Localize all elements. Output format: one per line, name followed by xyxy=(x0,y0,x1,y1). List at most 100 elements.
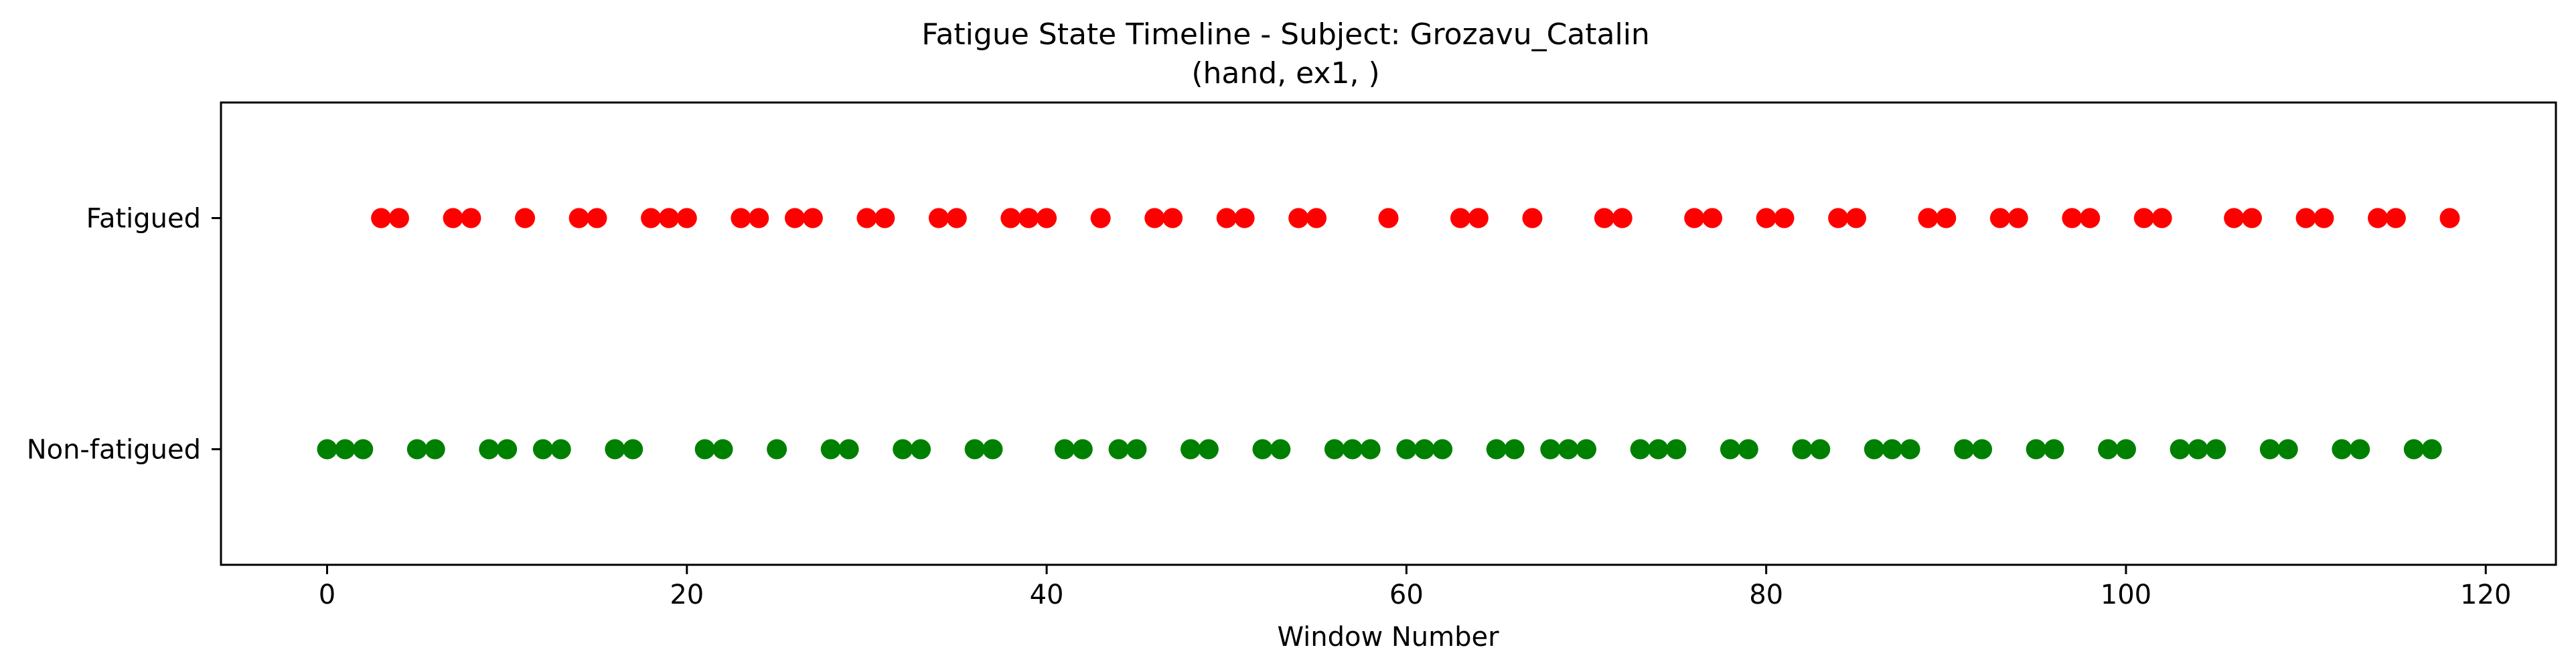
fatigued-point xyxy=(1378,208,1399,228)
non-fatigued-point xyxy=(2259,439,2280,460)
non-fatigued-point xyxy=(1576,439,1597,460)
fatigued-point xyxy=(1918,208,1939,228)
non-fatigued-point xyxy=(1540,439,1561,460)
fatigued-point xyxy=(461,208,481,228)
fatigued-point xyxy=(1756,208,1776,228)
non-fatigued-point xyxy=(1648,439,1669,460)
fatigued-point xyxy=(443,208,463,228)
non-fatigued-point xyxy=(1954,439,1975,460)
fatigued-point xyxy=(2439,208,2460,228)
non-fatigued-point xyxy=(1810,439,1831,460)
non-fatigued-point xyxy=(2277,439,2298,460)
non-fatigued-point xyxy=(1504,439,1525,460)
x-tick-label: 120 xyxy=(2460,580,2511,610)
fatigued-point xyxy=(1989,208,2010,228)
fatigued-point xyxy=(1234,208,1255,228)
non-fatigued-point xyxy=(497,439,518,460)
fatigued-point xyxy=(587,208,607,228)
non-fatigued-point xyxy=(550,439,571,460)
non-fatigued-point xyxy=(1864,439,1884,460)
fatigued-point xyxy=(2062,208,2082,228)
non-fatigued-point xyxy=(406,439,427,460)
fatigued-point xyxy=(1594,208,1614,228)
non-fatigued-point xyxy=(982,439,1003,460)
fatigued-point xyxy=(749,208,769,228)
fatigued-point xyxy=(2368,208,2389,228)
non-fatigued-point xyxy=(605,439,625,460)
fatigued-point xyxy=(1702,208,1723,228)
non-fatigued-point xyxy=(2188,439,2208,460)
non-fatigued-point xyxy=(479,439,500,460)
non-fatigued-point xyxy=(2098,439,2119,460)
non-fatigued-point xyxy=(1738,439,1758,460)
fatigued-point xyxy=(658,208,679,228)
non-fatigued-point xyxy=(2421,439,2442,460)
non-fatigued-point xyxy=(1900,439,1920,460)
chart-title: Fatigue State Timeline - Subject: Grozav… xyxy=(921,17,1650,52)
non-fatigued-point xyxy=(2026,439,2046,460)
fatigued-point xyxy=(2314,208,2334,228)
non-fatigued-point xyxy=(893,439,913,460)
fatigued-point xyxy=(946,208,967,228)
non-fatigued-point xyxy=(1270,439,1291,460)
non-fatigued-point xyxy=(1972,439,1993,460)
non-fatigued-point xyxy=(1486,439,1507,460)
x-tick-label: 20 xyxy=(670,580,704,610)
fatigued-point xyxy=(2295,208,2316,228)
fatigued-point xyxy=(1144,208,1165,228)
fatigued-point xyxy=(2224,208,2245,228)
fatigued-point xyxy=(1162,208,1183,228)
fatigued-point xyxy=(802,208,823,228)
fatigued-point xyxy=(1288,208,1309,228)
x-tick-label: 100 xyxy=(2101,580,2151,610)
non-fatigued-point xyxy=(767,439,787,460)
non-fatigued-point xyxy=(1252,439,1273,460)
non-fatigued-point xyxy=(1414,439,1435,460)
non-fatigued-point xyxy=(1432,439,1453,460)
axis-ticks: 0 20 40 60 80 100 120 Fatigued Non-fatigued xyxy=(27,204,2512,611)
fatigued-point xyxy=(2080,208,2101,228)
non-fatigued-point xyxy=(2115,439,2136,460)
non-fatigued-point xyxy=(712,439,733,460)
non-fatigued-point xyxy=(532,439,553,460)
fatigued-point xyxy=(1845,208,1866,228)
non-fatigued-point xyxy=(1720,439,1740,460)
fatigued-point xyxy=(1090,208,1111,228)
non-fatigued-point xyxy=(425,439,445,460)
fatigued-point xyxy=(641,208,662,228)
non-fatigued-point xyxy=(964,439,985,460)
fatigued-point xyxy=(2007,208,2028,228)
chart-subtitle: (hand, ex1, ) xyxy=(1191,56,1379,90)
non-fatigued-point xyxy=(353,439,374,460)
non-fatigued-point xyxy=(2170,439,2190,460)
non-fatigued-point xyxy=(1882,439,1902,460)
fatigued-point xyxy=(2385,208,2406,228)
non-fatigued-point xyxy=(1792,439,1813,460)
non-fatigued-point xyxy=(317,439,337,460)
non-fatigued-point xyxy=(2206,439,2226,460)
x-axis-label: Window Number xyxy=(1277,622,1499,653)
fatigued-point xyxy=(569,208,589,228)
non-fatigued-point xyxy=(2403,439,2424,460)
fatigued-point xyxy=(2151,208,2172,228)
non-fatigued-point xyxy=(1630,439,1651,460)
non-fatigued-point xyxy=(1324,439,1345,460)
non-fatigued-point xyxy=(820,439,841,460)
non-fatigued-point xyxy=(2044,439,2064,460)
fatigued-point xyxy=(1450,208,1470,228)
fatigued-point xyxy=(928,208,949,228)
plot-area-frame xyxy=(220,101,2557,566)
fatigued-point xyxy=(1522,208,1543,228)
fatigued-point xyxy=(371,208,392,228)
non-fatigued-point xyxy=(2332,439,2352,460)
non-fatigued-point xyxy=(1180,439,1201,460)
fatigued-point xyxy=(676,208,697,228)
non-fatigued-point xyxy=(1360,439,1381,460)
non-fatigued-point xyxy=(911,439,931,460)
non-fatigued-point xyxy=(1126,439,1147,460)
data-points xyxy=(317,208,2460,460)
non-fatigued-point xyxy=(1072,439,1093,460)
non-fatigued-point xyxy=(1108,439,1129,460)
